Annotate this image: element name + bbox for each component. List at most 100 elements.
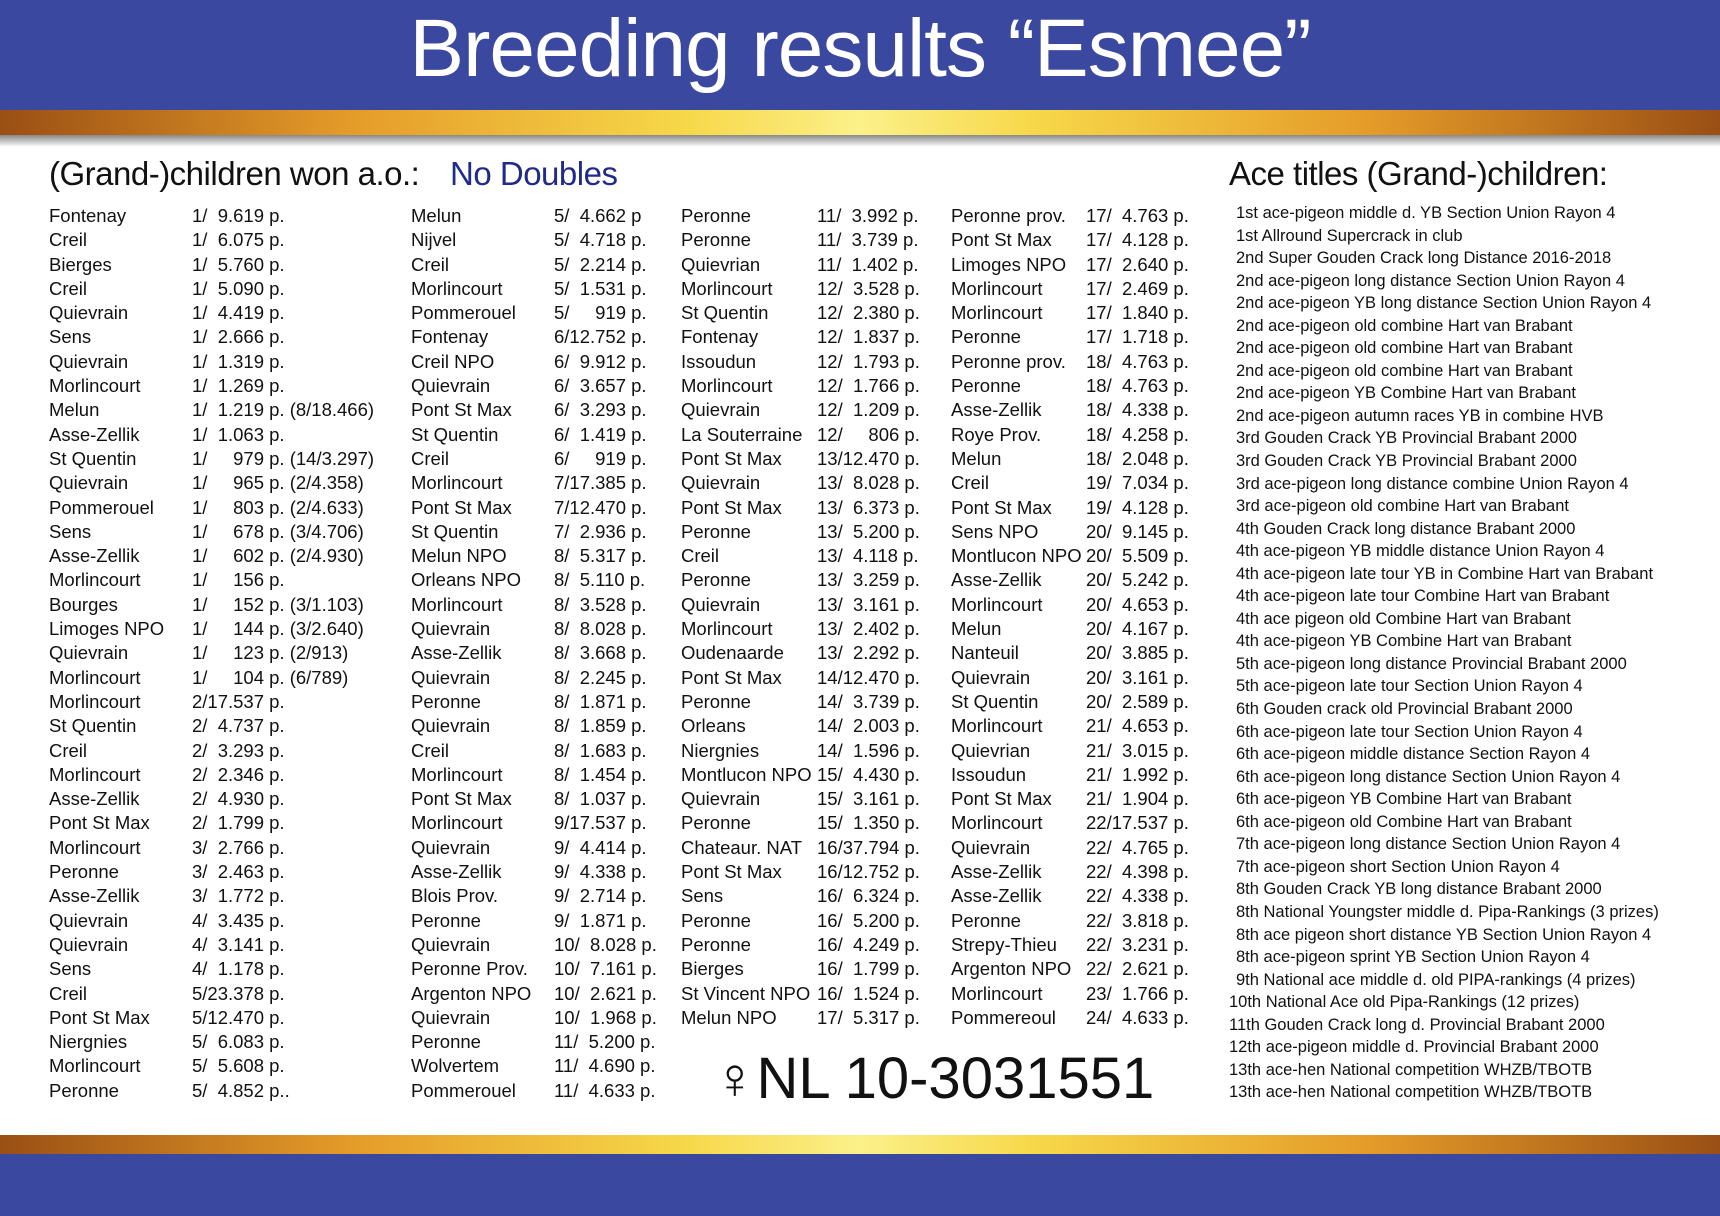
race-location: Creil bbox=[411, 739, 450, 761]
race-location: Peronne bbox=[681, 909, 751, 931]
race-location: Morlincourt bbox=[951, 982, 1043, 1004]
race-location: Quievrain bbox=[951, 666, 1031, 688]
race-result: 5/ 919 p. bbox=[554, 302, 647, 324]
race-result: 5/12.470 p. bbox=[192, 1006, 285, 1028]
race-location: Morlincourt bbox=[49, 690, 141, 712]
race-result: 6/ 3.657 p. bbox=[554, 375, 647, 397]
race-result: 6/ 9.912 p. bbox=[554, 350, 647, 372]
race-result: 17/ 4.128 p. bbox=[1086, 229, 1189, 251]
race-location: Peronne bbox=[49, 861, 119, 883]
race-location: Melun NPO bbox=[681, 1006, 777, 1028]
race-result: 14/12.470 p. bbox=[817, 666, 920, 688]
race-result: 24/ 4.633 p. bbox=[1086, 1006, 1189, 1028]
race-location: Morlincourt bbox=[411, 812, 503, 834]
race-result: 18/ 4.763 p. bbox=[1086, 375, 1189, 397]
race-result: 5/23.378 p. bbox=[192, 982, 285, 1004]
race-location: Creil bbox=[411, 447, 450, 469]
race-location: Quievrain bbox=[681, 399, 761, 421]
race-result: 20/ 5.242 p. bbox=[1086, 569, 1189, 591]
race-result: 11/ 4.690 p. bbox=[554, 1055, 656, 1077]
race-location: Fontenay bbox=[681, 326, 759, 348]
race-location: Sens bbox=[49, 326, 92, 348]
race-location: Melun bbox=[49, 399, 100, 421]
race-location: Strepy-Thieu bbox=[951, 933, 1057, 955]
race-location: Orleans bbox=[681, 715, 746, 737]
ace-titles-list: 1st ace-pigeon middle d. YB Section Unio… bbox=[1229, 204, 1659, 1106]
race-location: Asse-Zellik bbox=[411, 642, 502, 664]
race-result: 21/ 3.015 p. bbox=[1086, 739, 1189, 761]
race-location: Issoudun bbox=[681, 350, 757, 372]
race-location: Quievrain bbox=[49, 933, 129, 955]
race-location: Melun bbox=[951, 618, 1002, 640]
race-location: Quievrain bbox=[49, 302, 129, 324]
ace-title: 9th National ace middle d. old PIPA-rank… bbox=[1236, 970, 1636, 989]
race-location: Argenton NPO bbox=[411, 982, 532, 1004]
race-result: 1/ 1.319 p. bbox=[192, 350, 285, 372]
pigeon-id: ♀NL 10-3031551 bbox=[713, 1046, 1155, 1111]
race-location: Morlincourt bbox=[951, 277, 1043, 299]
race-location: Morlincourt bbox=[951, 715, 1043, 737]
race-location: Peronne bbox=[951, 375, 1021, 397]
race-result: 14/ 2.003 p. bbox=[817, 715, 920, 737]
race-location: St Quentin bbox=[411, 423, 499, 445]
ace-title: 7th ace-pigeon short Section Union Rayon… bbox=[1236, 857, 1560, 876]
race-location: Peronne bbox=[681, 229, 751, 251]
race-location: Montlucon NPO bbox=[951, 545, 1082, 567]
race-location: Morlincourt bbox=[49, 1055, 141, 1077]
race-location: Creil bbox=[681, 545, 720, 567]
ace-title: 4th ace pigeon old Combine Hart van Brab… bbox=[1236, 609, 1571, 628]
race-result: 13/ 6.373 p. bbox=[817, 496, 920, 518]
race-location: Pommerouel bbox=[49, 496, 154, 518]
race-result: 21/ 1.904 p. bbox=[1086, 788, 1189, 810]
race-location: Morlincourt bbox=[681, 375, 773, 397]
race-result: 16/ 4.249 p. bbox=[817, 933, 920, 955]
race-result: 11/ 4.633 p. bbox=[554, 1079, 656, 1101]
race-result: 12/ 3.528 p. bbox=[817, 277, 920, 299]
race-location: Melun bbox=[951, 447, 1002, 469]
race-result: 4/ 3.435 p. bbox=[192, 909, 285, 931]
race-location: Chateaur. NAT bbox=[681, 836, 802, 858]
race-result: 16/ 1.524 p. bbox=[817, 982, 920, 1004]
ace-title: 2nd ace-pigeon old combine Hart van Brab… bbox=[1236, 316, 1573, 335]
race-result: 12/ 1.766 p. bbox=[817, 375, 920, 397]
ace-title: 3rd ace-pigeon old combine Hart van Brab… bbox=[1236, 497, 1569, 516]
ace-title: 4th Gouden Crack long distance Brabant 2… bbox=[1236, 519, 1576, 538]
race-result: 22/ 4.765 p. bbox=[1086, 836, 1189, 858]
race-location: Niergnies bbox=[49, 1031, 128, 1053]
race-location: St Quentin bbox=[411, 520, 499, 542]
ace-title: 11th Gouden Crack long d. Provincial Bra… bbox=[1229, 1015, 1605, 1034]
race-result: 7/ 2.936 p. bbox=[554, 520, 647, 542]
race-result: 14/ 3.739 p. bbox=[817, 690, 920, 712]
race-location: St Quentin bbox=[681, 302, 769, 324]
race-location: Quievrain bbox=[49, 909, 129, 931]
race-location: Oudenaarde bbox=[681, 642, 784, 664]
race-result: 18/ 4.338 p. bbox=[1086, 399, 1189, 421]
race-result: 8/ 1.037 p. bbox=[554, 788, 647, 810]
race-result: 11/ 1.402 p. bbox=[817, 253, 919, 275]
race-location: Quievrain bbox=[411, 836, 491, 858]
race-location: Peronne bbox=[681, 690, 751, 712]
race-location: Asse-Zellik bbox=[49, 545, 140, 567]
race-result: 11/ 5.200 p. bbox=[554, 1031, 656, 1053]
race-location: Morlincourt bbox=[681, 618, 773, 640]
race-location: Peronne bbox=[49, 1079, 119, 1101]
ace-title: 8th National Youngster middle d. Pipa-Ra… bbox=[1236, 902, 1659, 921]
race-location: Quievrain bbox=[411, 666, 491, 688]
race-location: Morlincourt bbox=[681, 277, 773, 299]
race-location: Morlincourt bbox=[49, 375, 141, 397]
race-result: 23/ 1.766 p. bbox=[1086, 982, 1189, 1004]
race-result: 6/ 3.293 p. bbox=[554, 399, 647, 421]
race-location: Quievrain bbox=[411, 375, 491, 397]
race-result: 6/ 919 p. bbox=[554, 447, 647, 469]
race-result: 18/ 4.258 p. bbox=[1086, 423, 1189, 445]
race-location: Sens NPO bbox=[951, 520, 1039, 542]
race-location: Niergnies bbox=[681, 739, 760, 761]
ace-title: 3rd ace-pigeon long distance combine Uni… bbox=[1236, 474, 1629, 493]
race-location: Asse-Zellik bbox=[951, 861, 1042, 883]
race-result: 13/ 5.200 p. bbox=[817, 520, 920, 542]
ace-title: 6th ace-pigeon middle distance Section R… bbox=[1236, 745, 1591, 764]
race-location: Pont St Max bbox=[951, 788, 1052, 810]
ace-title: 13th ace-hen National competition WHZB/T… bbox=[1229, 1083, 1593, 1102]
race-location: Peronne prov. bbox=[951, 205, 1066, 226]
race-location: Asse-Zellik bbox=[951, 399, 1042, 421]
